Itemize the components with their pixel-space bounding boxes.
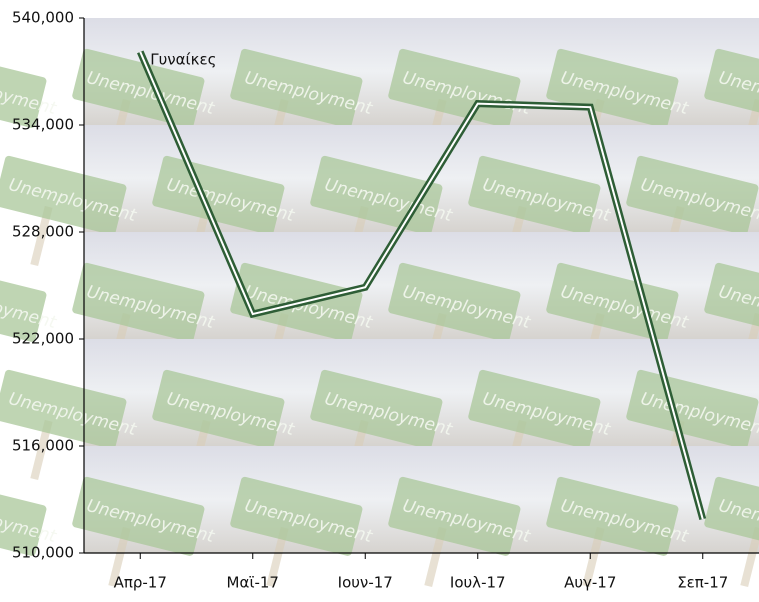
sign-board [0,48,47,128]
sign-decoration: Unemployment [388,476,533,588]
y-tick-label: 528,000 [12,223,74,241]
sign-board [468,155,601,235]
sign-board [388,476,521,556]
series-label: Γυναίκες [150,50,216,68]
sign-board [230,476,363,556]
sign-board [0,476,47,556]
x-tick-label: Ιουν-17 [338,574,393,592]
sign-board [704,48,759,128]
sign-post [108,526,131,588]
sign-post [740,526,759,588]
sign-board [626,369,759,449]
sign-board [230,48,363,128]
sign-board [388,48,521,128]
sign-board [388,262,521,342]
x-tick-label: Αυγ-17 [564,574,616,592]
sign-post [424,526,447,588]
y-tick-label: 522,000 [12,330,74,348]
sign-board [468,369,601,449]
sign-board [72,48,205,128]
sign-board [0,262,47,342]
sign-board [704,476,759,556]
y-tick-label: 540,000 [12,9,74,27]
sign-decoration: Unemployment [546,476,691,588]
sign-board [0,155,127,235]
sign-board [626,155,759,235]
sign-decoration: Unemployment [0,476,59,556]
sign-board [72,476,205,556]
x-tick-label: Μαϊ-17 [227,574,279,592]
series-line-highlight [139,51,704,520]
sign-board [546,48,679,128]
sign-post [266,526,289,588]
sign-board [152,369,285,449]
sign-post [582,526,605,588]
x-tick-label: Απρ-17 [114,574,167,592]
sign-board [72,262,205,342]
sign-decoration: Unemployment [230,48,375,160]
x-tick-label: Ιουλ-17 [450,574,506,592]
sign-board [0,369,127,449]
sign-board [546,476,679,556]
sign-decoration: Unemployment [72,262,217,374]
y-tick-label: 516,000 [12,437,74,455]
sign-board [310,369,443,449]
sign-post [30,419,53,481]
x-tick-label: Σεπ-17 [677,574,728,592]
y-tick-label: 510,000 [12,544,74,562]
y-tick-label: 534,000 [12,116,74,134]
sign-board [152,155,285,235]
sign-board [704,262,759,342]
sign-post [30,205,53,267]
